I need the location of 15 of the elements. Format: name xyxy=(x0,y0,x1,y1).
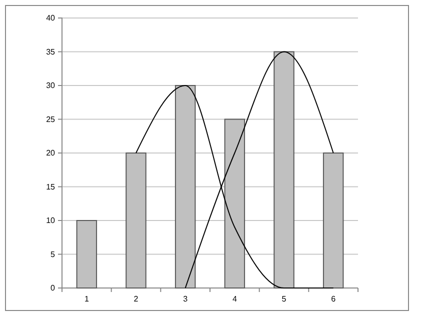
y-tick-label: 0 xyxy=(50,284,56,293)
y-tick-label: 10 xyxy=(46,216,56,226)
y-tick-label: 15 xyxy=(46,182,56,192)
x-tick-label: 1 xyxy=(84,294,90,304)
y-tick-label: 40 xyxy=(46,14,56,23)
y-tick-label: 20 xyxy=(46,148,56,158)
y-tick-label: 30 xyxy=(46,81,56,90)
x-tick-label: 3 xyxy=(183,294,188,304)
y-tick-label: 5 xyxy=(50,250,56,259)
x-tick-label: 5 xyxy=(282,294,287,304)
x-tick-label: 2 xyxy=(134,294,139,304)
y-tick-label: 35 xyxy=(46,47,56,56)
y-tick-label: 25 xyxy=(46,114,56,124)
x-tick-label: 6 xyxy=(331,294,336,304)
x-tick-label: 4 xyxy=(232,294,238,304)
